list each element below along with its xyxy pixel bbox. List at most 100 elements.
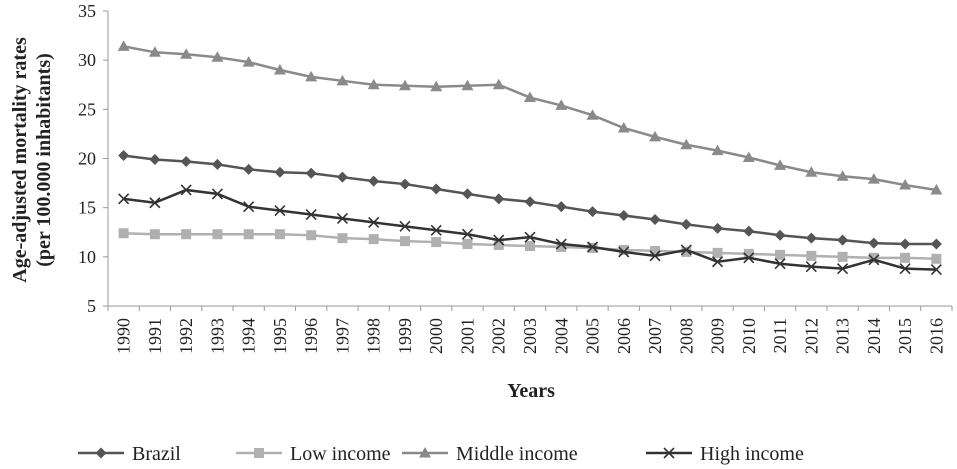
data-point — [774, 159, 787, 170]
data-point — [430, 80, 443, 92]
data-point — [743, 252, 755, 264]
data-point — [931, 253, 942, 264]
x-tick-label: 2016 — [926, 318, 946, 354]
data-point — [681, 246, 692, 257]
data-point — [900, 252, 911, 263]
y-tick-label: 5 — [87, 296, 96, 316]
data-point — [368, 216, 380, 228]
legend-label: Middle income — [456, 443, 578, 465]
data-point — [337, 233, 348, 244]
data-point — [743, 225, 755, 237]
x-axis-title: Years — [507, 380, 555, 402]
y-tick-label: 10 — [78, 247, 96, 267]
data-point — [524, 231, 536, 243]
data-point — [211, 158, 223, 170]
data-point — [805, 261, 817, 273]
data-point — [930, 183, 943, 195]
data-point — [586, 241, 599, 253]
data-point — [305, 208, 317, 221]
data-point — [118, 150, 130, 162]
data-point — [680, 138, 693, 150]
x-tick-label: 2012 — [801, 318, 821, 354]
data-point — [837, 234, 849, 246]
data-point — [618, 246, 630, 258]
data-point — [711, 256, 724, 268]
data-point — [243, 229, 254, 240]
data-point — [211, 51, 224, 62]
data-point — [461, 79, 474, 91]
data-point — [618, 244, 629, 255]
data-point — [742, 151, 755, 163]
data-point — [274, 205, 286, 217]
data-point — [775, 249, 786, 260]
data-point — [618, 210, 630, 222]
x-tick-label: 2010 — [739, 318, 759, 354]
data-point — [492, 78, 505, 90]
data-point — [399, 236, 410, 247]
data-point — [525, 241, 535, 252]
y-ticks: 5 10 15 20 25 30 35 — [78, 1, 108, 316]
x-tick-label: 2005 — [583, 318, 603, 354]
data-point — [524, 196, 536, 208]
series-brazil — [118, 150, 942, 250]
data-point — [180, 184, 192, 196]
legend-label: Brazil — [132, 443, 181, 465]
x-tick-label: 2007 — [645, 318, 665, 354]
data-point — [837, 263, 849, 275]
series-high-income — [118, 184, 942, 276]
data-point — [493, 193, 505, 205]
data-point — [368, 175, 380, 187]
data-point — [649, 213, 661, 225]
data-point — [148, 46, 161, 57]
data-point — [837, 251, 848, 262]
x-tick-label: 1998 — [364, 318, 384, 354]
x-tick-label: 2006 — [614, 318, 634, 354]
data-point — [555, 238, 567, 250]
x-tick-label: 2002 — [489, 318, 509, 354]
data-point — [305, 167, 317, 179]
data-point — [149, 229, 160, 240]
x-ticks: 1990 1991 1992 1993 1994 1995 1996 1997 1998 1999… — [107, 306, 953, 354]
legend-marker — [663, 447, 675, 459]
legend-item: High income — [646, 443, 804, 465]
data-point — [806, 250, 817, 261]
data-point — [305, 70, 318, 82]
data-point — [899, 238, 911, 250]
x-tick-label: 1996 — [301, 318, 321, 354]
data-point — [461, 188, 473, 200]
x-tick-label: 2008 — [676, 318, 696, 354]
legend-item: Brazil — [78, 443, 181, 465]
data-point — [430, 224, 442, 236]
data-point — [555, 99, 568, 110]
x-tick-label: 2013 — [833, 318, 853, 354]
data-point — [680, 218, 692, 230]
data-point — [118, 228, 129, 239]
data-point — [649, 130, 662, 142]
data-point — [399, 220, 411, 232]
x-tick-label: 1993 — [207, 318, 227, 354]
series-low-income — [118, 228, 942, 264]
data-point — [181, 229, 192, 240]
x-tick-label: 2014 — [864, 318, 884, 354]
legend-marker — [419, 447, 431, 458]
legend-label: High income — [700, 443, 804, 465]
series-layer — [117, 40, 943, 276]
data-point — [273, 64, 286, 75]
data-point — [368, 234, 379, 245]
data-point — [306, 230, 317, 241]
data-point — [868, 252, 879, 263]
data-point — [431, 237, 442, 248]
data-point — [461, 228, 474, 240]
legend-marker — [254, 448, 264, 458]
data-point — [149, 153, 161, 165]
legend-marker — [95, 447, 107, 459]
legend-item: Middle income — [402, 443, 578, 465]
data-point — [399, 178, 411, 190]
data-point — [650, 245, 661, 256]
data-point — [524, 91, 536, 103]
data-point — [868, 237, 880, 249]
data-point — [774, 258, 786, 270]
y-tick-label: 35 — [78, 1, 96, 21]
data-point — [398, 79, 411, 91]
x-tick-label: 1999 — [395, 318, 415, 354]
